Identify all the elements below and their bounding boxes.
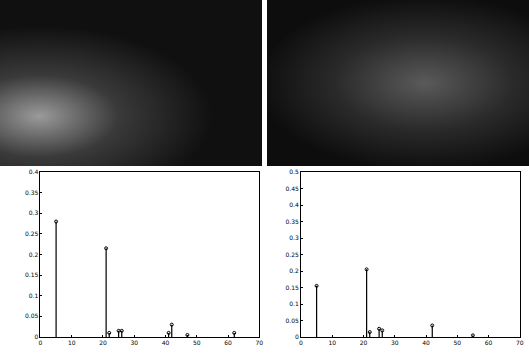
svg-text:30: 30 <box>391 339 399 346</box>
svg-text:60: 60 <box>224 339 232 346</box>
svg-text:0.05: 0.05 <box>285 317 299 324</box>
svg-text:60: 60 <box>485 339 493 346</box>
svg-text:0.15: 0.15 <box>285 284 299 291</box>
svg-text:20: 20 <box>99 339 107 346</box>
svg-text:0: 0 <box>299 339 303 346</box>
svg-text:50: 50 <box>193 339 201 346</box>
svg-text:30: 30 <box>130 339 138 346</box>
svg-text:40: 40 <box>422 339 430 346</box>
svg-text:0.2: 0.2 <box>29 251 39 258</box>
svg-text:40: 40 <box>162 339 170 346</box>
svg-text:10: 10 <box>328 339 336 346</box>
svg-text:20: 20 <box>360 339 368 346</box>
svg-text:0.35: 0.35 <box>285 218 299 225</box>
svg-text:0.25: 0.25 <box>25 230 39 237</box>
svg-text:0: 0 <box>39 339 43 346</box>
svg-text:50: 50 <box>453 339 461 346</box>
svg-text:0.5: 0.5 <box>289 168 299 175</box>
svg-text:0.1: 0.1 <box>289 300 299 307</box>
svg-text:0.3: 0.3 <box>29 209 39 216</box>
svg-text:0.2: 0.2 <box>289 267 299 274</box>
svg-text:0.35: 0.35 <box>25 189 39 196</box>
svg-text:0.15: 0.15 <box>25 271 39 278</box>
svg-text:0.25: 0.25 <box>285 251 299 258</box>
svg-text:0.1: 0.1 <box>29 292 39 299</box>
svg-text:0.3: 0.3 <box>289 234 299 241</box>
svg-text:0: 0 <box>295 333 299 340</box>
svg-text:0.05: 0.05 <box>25 312 39 319</box>
svg-text:0.45: 0.45 <box>285 185 299 192</box>
svg-text:0.4: 0.4 <box>29 168 39 175</box>
svg-text:0.4: 0.4 <box>289 201 299 208</box>
svg-text:10: 10 <box>68 339 76 346</box>
svg-text:70: 70 <box>255 339 263 346</box>
svg-text:70: 70 <box>516 339 524 346</box>
svg-text:0: 0 <box>34 333 38 340</box>
